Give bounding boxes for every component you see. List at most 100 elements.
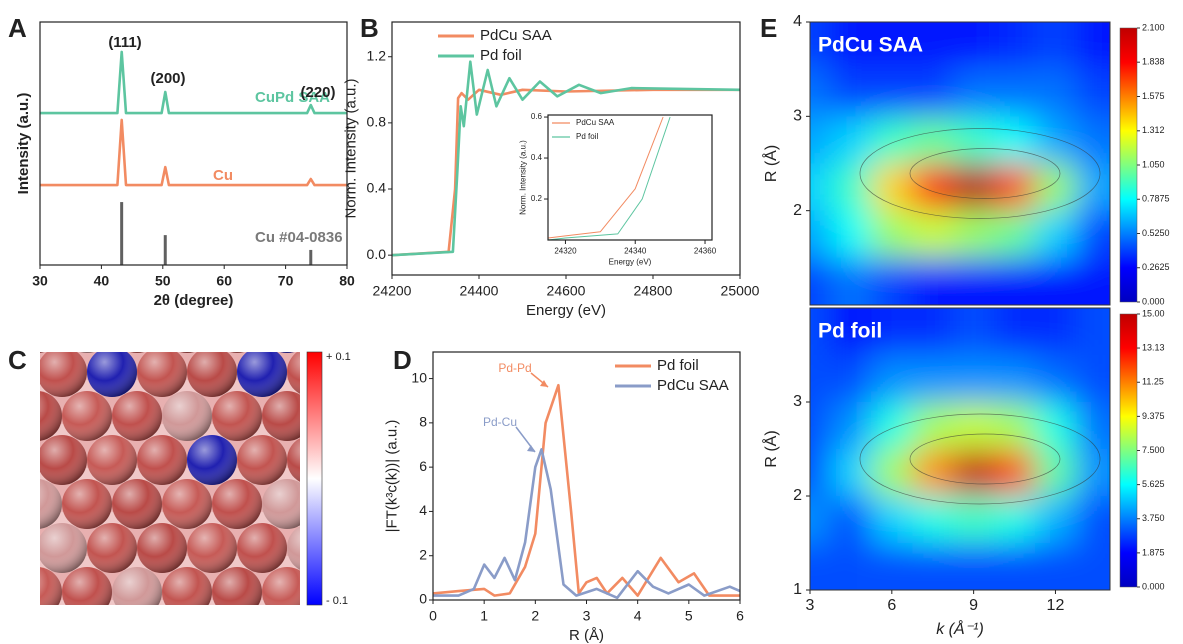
plot-frame xyxy=(809,307,1111,591)
series-line xyxy=(432,383,740,597)
x-tick-label: 24800 xyxy=(634,282,673,298)
heat-cell xyxy=(830,163,872,211)
atom-under xyxy=(348,512,376,540)
y-tick-label: 2 xyxy=(793,202,802,219)
heat-cell xyxy=(953,355,995,402)
heat-cell xyxy=(1075,210,1110,258)
inset-bg xyxy=(548,115,712,240)
y-tick-label: 0.2 xyxy=(531,194,543,203)
x-tick-label: 24320 xyxy=(554,246,577,255)
atom-shade xyxy=(262,479,300,529)
x-tick-label: 24360 xyxy=(694,246,717,255)
series-label: CuPd SAA xyxy=(255,89,330,106)
heat-cell xyxy=(830,69,872,117)
atom-shade xyxy=(262,567,300,605)
atom-shade xyxy=(40,352,44,353)
colorbar-tick-label: 0.7875 xyxy=(1142,194,1170,204)
atom-shade xyxy=(0,523,37,573)
legend-label: PdCu SAA xyxy=(576,118,615,127)
atom-shade xyxy=(40,435,87,485)
heat-cell xyxy=(830,449,872,496)
colorbar-tick-label: 13.13 xyxy=(1142,342,1165,352)
heat-cell xyxy=(830,402,872,449)
atom-shade xyxy=(162,391,212,441)
x-tick-label: 24600 xyxy=(547,282,586,298)
atom-under xyxy=(348,600,376,628)
peak-label: Pd-Cu xyxy=(483,415,517,429)
x-tick-label: 60 xyxy=(216,272,232,288)
heat-cell xyxy=(871,22,913,70)
atom-shade xyxy=(287,438,300,482)
x-tick-label: 5 xyxy=(685,607,693,623)
atom-shade xyxy=(212,567,262,605)
heat-cell xyxy=(1075,543,1110,590)
heat-cell xyxy=(830,543,872,590)
atom-shade xyxy=(37,611,87,644)
atom-shade xyxy=(237,435,287,485)
legend-label: PdCu SAA xyxy=(657,377,729,394)
atom-shade xyxy=(40,479,62,529)
heat-cell xyxy=(1075,355,1110,402)
x-tick-label: 70 xyxy=(278,272,294,288)
heat-cell xyxy=(830,308,872,355)
heat-cell xyxy=(871,355,913,402)
heat-cell xyxy=(830,355,872,402)
heat-cell xyxy=(830,257,872,305)
heat-cell xyxy=(1035,210,1076,258)
series-label: Cu xyxy=(213,167,233,184)
atom xyxy=(237,611,287,644)
peak-label: (200) xyxy=(150,70,185,87)
atom xyxy=(362,567,412,617)
colorbar-tick-label: 1.312 xyxy=(1142,125,1165,135)
y-tick-label: 0.0 xyxy=(367,246,387,262)
heat-cell xyxy=(994,496,1035,543)
panel-label: C xyxy=(8,345,27,375)
heat-cell xyxy=(912,355,954,402)
atom xyxy=(0,435,37,485)
series-line xyxy=(40,50,347,115)
atom-shade xyxy=(180,352,194,353)
colorbar-tick-label: 0.5250 xyxy=(1142,228,1170,238)
heat-cell xyxy=(1035,22,1076,70)
atom xyxy=(80,352,94,353)
colorbar-tick-label: 1.050 xyxy=(1142,159,1165,169)
heat-cell xyxy=(1075,22,1110,70)
heat-cell xyxy=(810,210,831,258)
heat-cell xyxy=(1075,69,1110,117)
heat-cell xyxy=(871,402,913,449)
atom-shade xyxy=(287,352,300,394)
atom-shade xyxy=(212,391,262,441)
x-tick-label: 9 xyxy=(969,597,978,614)
x-axis-label: k (Å⁻¹) xyxy=(936,619,984,638)
x-tick-label: 24200 xyxy=(373,282,412,298)
plot-frame xyxy=(391,21,741,276)
heat-cell xyxy=(953,163,995,211)
atom-shade xyxy=(40,391,62,441)
y-tick-label: 4 xyxy=(419,502,427,518)
atom xyxy=(180,352,194,353)
atom-shade xyxy=(187,435,237,485)
colorbar-tick-label: 5.625 xyxy=(1142,479,1165,489)
y-tick-label: 10 xyxy=(411,369,427,385)
atom-under xyxy=(348,336,376,364)
colorbar-tick-label: 1.875 xyxy=(1142,547,1165,557)
x-tick-label: 4 xyxy=(634,607,642,623)
heat-cell xyxy=(810,402,831,449)
y-tick-label: 4 xyxy=(793,13,802,30)
atom-shade xyxy=(112,567,162,605)
atom-shade xyxy=(362,567,412,617)
atom-shade xyxy=(337,611,387,644)
colorbar-tick-label: 1.838 xyxy=(1142,57,1165,67)
heat-cell xyxy=(1075,257,1110,305)
heatmap xyxy=(810,308,1110,590)
series-line xyxy=(547,116,664,239)
atom xyxy=(230,352,244,353)
panel-label: E xyxy=(760,13,777,43)
heat-cell xyxy=(912,210,954,258)
y-tick-label: 0.8 xyxy=(367,114,387,130)
heatmap xyxy=(810,22,1110,305)
heat-cell xyxy=(830,210,872,258)
x-tick-label: 40 xyxy=(94,272,110,288)
panel-label: D xyxy=(393,345,412,375)
